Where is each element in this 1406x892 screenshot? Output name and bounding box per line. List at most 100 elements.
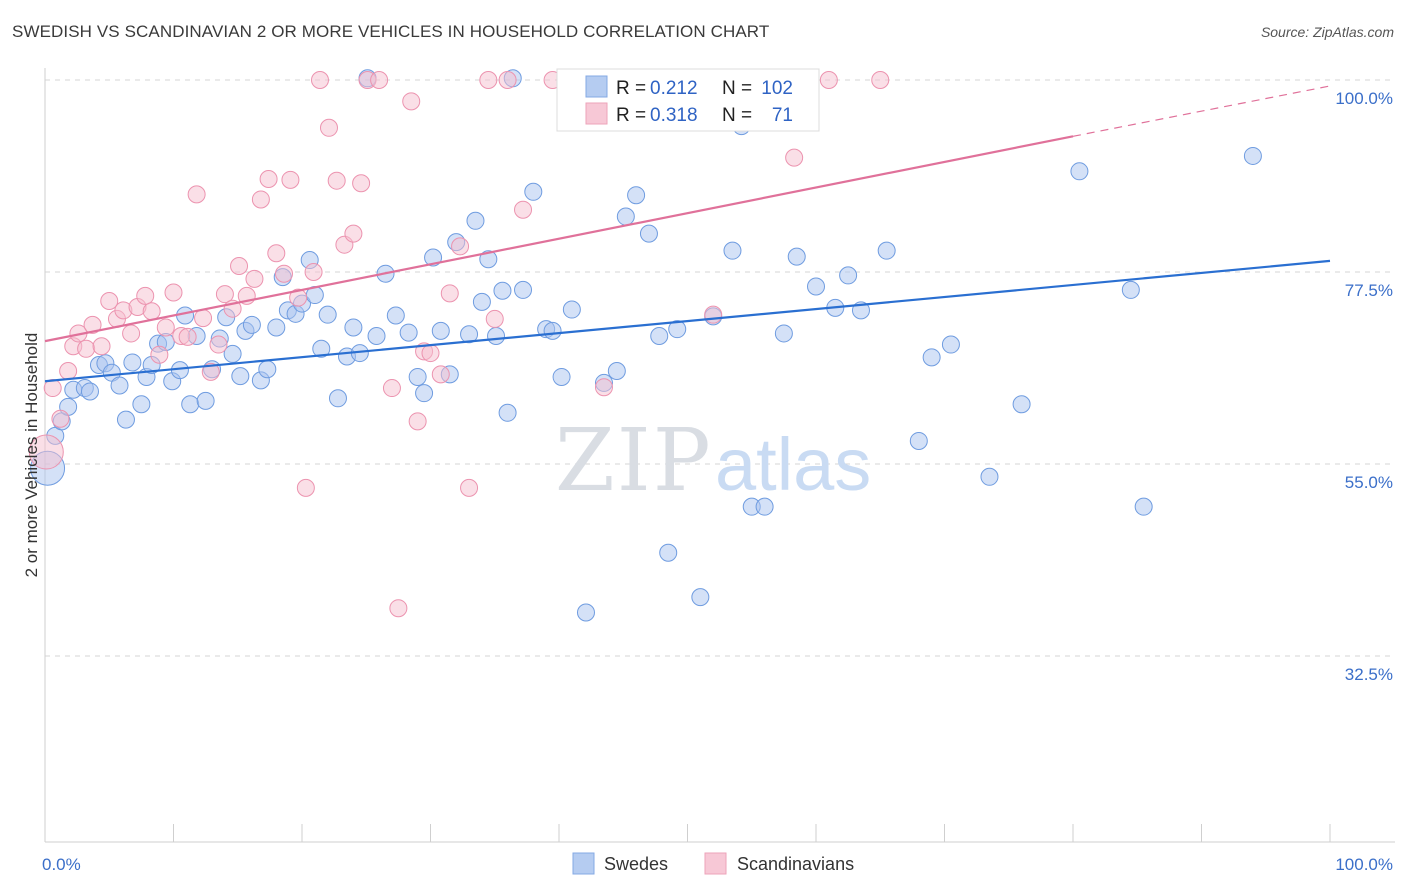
swedes-point-58 bbox=[466, 211, 485, 230]
legend-swedes-label: Swedes bbox=[604, 854, 668, 874]
scandinavians-point-49 bbox=[408, 412, 427, 431]
swedes-point-50 bbox=[399, 323, 418, 342]
y-axis-label: 2 or more Vehicles in Household bbox=[22, 333, 41, 578]
swedes-r-value: 0.212 bbox=[650, 78, 698, 99]
swedes-point-80 bbox=[691, 588, 710, 607]
swedes-point-96 bbox=[980, 467, 999, 486]
scandinavians-point-39 bbox=[319, 118, 338, 137]
swedes-point-93 bbox=[909, 431, 928, 450]
swedes-point-68 bbox=[543, 321, 562, 340]
scandinavians-r-label: R = bbox=[616, 105, 646, 126]
scandinavians-point-47 bbox=[389, 599, 408, 618]
swedes-point-11 bbox=[116, 410, 135, 429]
scandinavians-r-value: 0.318 bbox=[650, 105, 698, 126]
swedes-point-76 bbox=[639, 224, 658, 243]
scandinavians-point-65 bbox=[704, 305, 723, 324]
y-tick-label-1: 55.0% bbox=[1345, 473, 1393, 492]
swedes-point-44 bbox=[344, 318, 363, 337]
swedes-point-41 bbox=[318, 305, 337, 324]
swedes-point-49 bbox=[386, 306, 405, 325]
scandinavians-point-52 bbox=[431, 365, 450, 384]
swedes-point-13 bbox=[132, 395, 151, 414]
swedes-point-98 bbox=[1070, 162, 1089, 181]
swedes-point-12 bbox=[123, 353, 142, 372]
swedes-trend-line bbox=[44, 259, 1331, 383]
swedes-point-73 bbox=[607, 361, 626, 380]
scandinavians-point-37 bbox=[304, 263, 323, 281]
legend-scandinavians-swatch bbox=[704, 852, 727, 875]
swedes-point-71 bbox=[576, 603, 595, 622]
scandinavians-point-27 bbox=[230, 257, 249, 276]
scandinavians-swatch bbox=[585, 102, 608, 125]
swedes-point-63 bbox=[498, 403, 517, 422]
scandinavians-point-9 bbox=[100, 292, 119, 311]
scandinavians-point-3 bbox=[59, 361, 78, 380]
scandinavians-point-40 bbox=[327, 171, 346, 190]
trend-lines bbox=[44, 85, 1331, 383]
swedes-point-70 bbox=[562, 300, 581, 319]
swedes-point-40 bbox=[312, 339, 331, 358]
scandinavians-point-8 bbox=[92, 337, 111, 356]
scandinavians-point-38 bbox=[310, 71, 329, 89]
scandinavians-point-42 bbox=[344, 224, 363, 243]
scandinavians-point-34 bbox=[281, 170, 300, 189]
data-points bbox=[28, 69, 1262, 622]
swedes-point-27 bbox=[223, 344, 242, 363]
swedes-point-92 bbox=[877, 241, 896, 260]
scandinavians-point-6 bbox=[77, 339, 96, 358]
legend-scandinavians-label: Scandinavians bbox=[737, 854, 854, 874]
scandinavians-point-45 bbox=[370, 71, 389, 89]
scandinavians-point-14 bbox=[136, 286, 155, 305]
scandinavians-point-29 bbox=[245, 269, 264, 288]
swedes-point-60 bbox=[479, 250, 498, 269]
scandinavians-point-23 bbox=[201, 362, 220, 381]
watermark-zip: ZIP bbox=[555, 411, 713, 511]
scandinavians-point-54 bbox=[451, 237, 470, 256]
swedes-point-66 bbox=[524, 182, 543, 201]
y-tick-labels: 32.5% 55.0% 77.5% 100.0% bbox=[1335, 89, 1393, 684]
y-tick-label-2: 77.5% bbox=[1345, 281, 1393, 300]
scandinavians-point-21 bbox=[187, 185, 206, 204]
y-tick-label-3: 100.0% bbox=[1335, 89, 1393, 108]
scandinavians-point-68 bbox=[785, 148, 804, 167]
y-tick-label-0: 32.5% bbox=[1345, 665, 1393, 684]
stats-legend: R = 0.212 N = 102 R = 0.318 N = 71 bbox=[556, 68, 820, 132]
swedes-point-75 bbox=[627, 186, 646, 205]
grid-lines bbox=[45, 79, 1395, 657]
swedes-point-53 bbox=[424, 248, 443, 267]
scandinavians-point-32 bbox=[267, 244, 286, 263]
swedes-n-label: N = bbox=[722, 78, 752, 99]
swedes-point-99 bbox=[1121, 280, 1140, 299]
swedes-point-47 bbox=[367, 327, 386, 345]
scandinavians-point-31 bbox=[259, 169, 278, 188]
scandinavians-point-48 bbox=[402, 92, 421, 111]
scandinavians-trend-extension bbox=[1072, 85, 1331, 137]
scandinavians-point-35 bbox=[289, 288, 308, 307]
chart-title: SWEDISH VS SCANDINAVIAN 2 OR MORE VEHICL… bbox=[12, 22, 770, 41]
scandinavians-point-53 bbox=[440, 284, 459, 303]
chart-source: Source: ZipAtlas.com bbox=[1260, 24, 1394, 40]
scandinavians-point-16 bbox=[150, 345, 169, 364]
swedes-point-28 bbox=[231, 367, 250, 386]
scandinavians-point-57 bbox=[485, 309, 504, 328]
x-tick-label-0: 0.0% bbox=[42, 855, 81, 874]
scandinavians-n-label: N = bbox=[722, 105, 752, 126]
swedes-point-54 bbox=[431, 321, 450, 340]
scandinavians-point-61 bbox=[594, 378, 613, 397]
swedes-swatch bbox=[585, 75, 608, 98]
swedes-point-57 bbox=[460, 325, 479, 344]
swedes-point-69 bbox=[552, 367, 571, 386]
swedes-point-90 bbox=[839, 266, 858, 285]
swedes-point-94 bbox=[922, 348, 941, 367]
swedes-point-78 bbox=[659, 543, 678, 562]
swedes-point-100 bbox=[1134, 497, 1153, 516]
swedes-point-51 bbox=[408, 367, 427, 386]
scandinavians-point-7 bbox=[83, 315, 102, 334]
swedes-point-87 bbox=[787, 247, 806, 266]
swedes-n-value: 102 bbox=[761, 78, 793, 99]
scandinavians-point-20 bbox=[178, 327, 197, 346]
scandinavians-point-33 bbox=[275, 264, 294, 283]
swedes-point-86 bbox=[774, 324, 793, 343]
scandinavians-point-15 bbox=[142, 302, 161, 321]
